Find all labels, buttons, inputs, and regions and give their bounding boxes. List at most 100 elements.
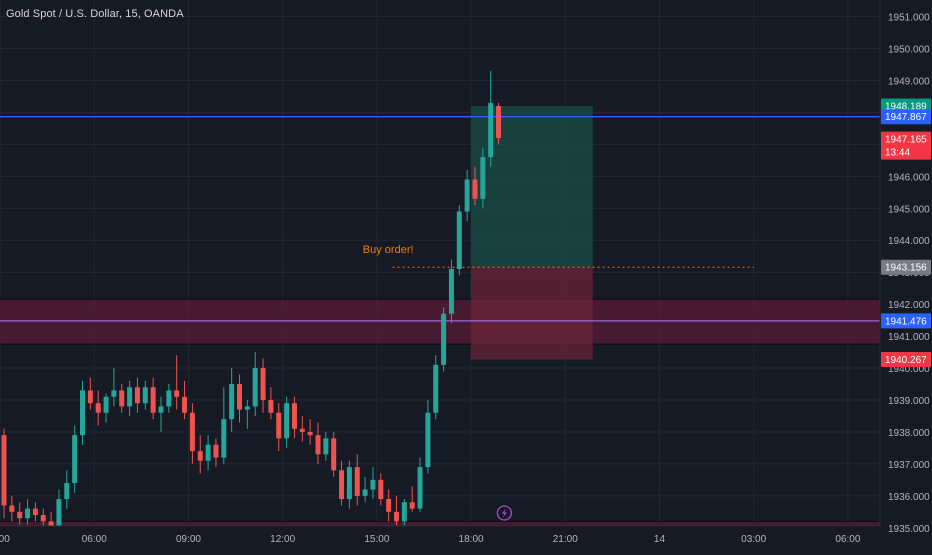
candle-down: [276, 412, 282, 439]
candle-up: [127, 387, 133, 407]
price-tick-label: 1949.000: [888, 76, 930, 87]
buy-order-label: Buy order!: [363, 244, 414, 256]
time-tick-label: 06:00: [835, 534, 860, 545]
blue-price-tag: [881, 109, 931, 125]
price-tick-label: 1935.000: [888, 524, 930, 535]
chart-title: Gold Spot / U.S. Dollar, 15, OANDA: [6, 8, 184, 20]
price-tick-label: 1940.000: [888, 364, 930, 375]
candle-down: [315, 435, 321, 455]
entry-price-tag: [881, 259, 931, 275]
candle-down: [134, 387, 140, 404]
last-price-tag-text: 1947.165: [885, 135, 927, 146]
candle-down: [1, 435, 7, 506]
candle-up: [80, 390, 85, 436]
candle-down: [237, 384, 242, 410]
candle-up: [441, 313, 447, 365]
candle-up: [205, 444, 211, 461]
candle-up: [284, 403, 290, 439]
candle-up: [244, 406, 250, 410]
time-tick-label: 14: [654, 534, 666, 545]
candle-down: [307, 431, 313, 436]
candle-up: [142, 387, 148, 404]
price-tick-label: 1946.000: [888, 172, 930, 183]
candle-up: [103, 396, 109, 413]
last-price-tag: [881, 131, 931, 160]
time-axis[interactable]: [0, 526, 880, 550]
candle-down: [299, 428, 305, 432]
candle-down: [378, 479, 384, 500]
candle-up: [323, 438, 329, 455]
candle-down: [17, 511, 23, 519]
candle-up: [252, 368, 258, 407]
candle-down: [339, 470, 345, 500]
price-axis[interactable]: [880, 0, 932, 550]
purple-price-tag: [881, 313, 931, 329]
candle-down: [354, 467, 360, 496]
candle-up: [221, 419, 227, 458]
candle-up: [64, 483, 70, 500]
time-tick-label: 15:00: [364, 534, 389, 545]
candle-down: [197, 451, 203, 461]
loss-zone: [471, 267, 593, 360]
candle-down: [9, 505, 15, 512]
candle-up: [488, 102, 494, 158]
candle-down: [87, 390, 93, 404]
candle-up: [433, 364, 439, 413]
candle-down: [189, 412, 195, 452]
time-tick-label: 06:00: [82, 534, 107, 545]
candle-down: [409, 502, 415, 509]
candle-up: [56, 499, 62, 528]
price-tick-label: 1939.000: [888, 396, 930, 407]
time-tick-label: 3:00: [0, 534, 10, 545]
price-tick-label: 1942.000: [888, 300, 930, 311]
candle-up: [370, 479, 376, 490]
blue-price-tag-text: 1947.867: [885, 112, 927, 123]
purple-price-tag-text: 1941.476: [885, 316, 927, 327]
candle-up: [346, 467, 352, 500]
candle-down: [386, 499, 392, 512]
candle-down: [260, 368, 266, 400]
lightning-glyph: [501, 508, 507, 518]
time-tick-label: 21:00: [553, 534, 578, 545]
candle-down: [394, 511, 399, 522]
price-tick-label: 1938.000: [888, 428, 930, 439]
candle-down: [182, 396, 188, 413]
time-tick-label: 03:00: [741, 534, 766, 545]
price-tick-label: 1944.000: [888, 236, 930, 247]
candle-down: [213, 444, 219, 458]
candle-down: [150, 387, 156, 413]
candle-up: [425, 412, 431, 468]
candle-up: [480, 157, 486, 199]
resistance-zone: [0, 299, 880, 345]
candle-up: [25, 508, 31, 519]
tp-price-tag-text: 1948.189: [885, 102, 927, 113]
time-tick-label: 12:00: [270, 534, 295, 545]
countdown-text: 13:44: [885, 148, 910, 159]
candle-down: [48, 521, 54, 528]
candle-up: [464, 179, 470, 212]
candle-down: [95, 403, 101, 413]
candle-down: [268, 400, 274, 413]
candle-down: [40, 515, 46, 522]
candle-up: [166, 390, 172, 407]
candle-up: [456, 211, 462, 269]
time-tick-label: 09:00: [176, 534, 201, 545]
candle-down: [291, 403, 297, 429]
candle-up: [401, 502, 407, 522]
candle-up: [158, 406, 164, 413]
candle-down: [331, 438, 337, 471]
candle-down: [174, 390, 180, 397]
candle-up: [72, 435, 78, 484]
price-tick-label: 1937.000: [888, 460, 930, 471]
sl-price-tag: [881, 352, 931, 368]
candle-down: [496, 106, 502, 138]
lightning-icon[interactable]: [496, 505, 513, 521]
candle-up: [111, 390, 117, 397]
price-tick-label: 1951.000: [888, 13, 930, 24]
price-tick-label: 1945.000: [888, 204, 930, 215]
candle-down: [472, 179, 478, 199]
candle-down: [32, 508, 38, 516]
sl-price-tag-text: 1940.267: [885, 355, 927, 366]
